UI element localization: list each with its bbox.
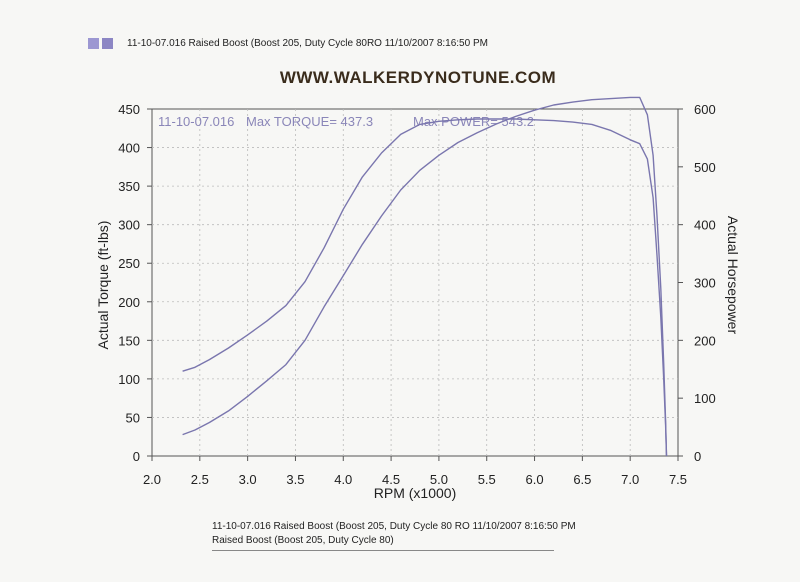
torque-line — [182, 118, 668, 457]
x-tick-label: 6.0 — [526, 472, 544, 487]
y-axis-label: Actual Torque (ft-lbs) — [95, 221, 111, 350]
y2-tick-label: 100 — [694, 391, 716, 406]
x-tick-label: 7.0 — [621, 472, 639, 487]
y-tick-label: 200 — [118, 295, 140, 310]
x-axis-label: RPM (x1000) — [374, 485, 456, 501]
y-tick-label: 150 — [118, 333, 140, 348]
x-tick-label: 4.5 — [382, 472, 400, 487]
x-tick-label: 4.0 — [334, 472, 352, 487]
y-tick-label: 450 — [118, 102, 140, 117]
y2-tick-label: 600 — [694, 102, 716, 117]
footer-run-label: Raised Boost (Boost 205, Duty Cycle 80) — [212, 535, 394, 546]
x-tick-label: 2.5 — [191, 472, 209, 487]
x-tick-label: 5.5 — [478, 472, 496, 487]
y2-tick-label: 300 — [694, 276, 716, 291]
horsepower-line — [182, 96, 668, 457]
footer-rule — [212, 550, 554, 551]
x-tick-label: 2.0 — [143, 472, 161, 487]
x-tick-label: 3.0 — [239, 472, 257, 487]
y2-tick-label: 500 — [694, 160, 716, 175]
max-torque-annotation: Max TORQUE= 437.3 — [246, 114, 373, 129]
y-tick-label: 350 — [118, 179, 140, 194]
y2-tick-label: 400 — [694, 218, 716, 233]
max-power-annotation: Max POWER= 543.2 — [413, 114, 534, 129]
top-legend: 11-10-07.016 Raised Boost (Boost 205, Du… — [88, 38, 488, 49]
x-tick-label: 5.0 — [430, 472, 448, 487]
x-tick-label: 3.5 — [286, 472, 304, 487]
legend-swatch-2 — [102, 38, 113, 49]
site-title: WWW.WALKERDYNOTUNE.COM — [279, 68, 557, 87]
y-tick-label: 0 — [133, 449, 140, 464]
y-tick-label: 300 — [118, 218, 140, 233]
x-tick-label: 7.5 — [669, 472, 687, 487]
legend-swatch-1 — [88, 38, 99, 49]
plot-frame — [151, 108, 679, 457]
y2-tick-label: 200 — [694, 333, 716, 348]
y-tick-label: 250 — [118, 256, 140, 271]
run-id-annotation: 11-10-07.016 — [158, 114, 234, 129]
footer-run-info: 11-10-07.016 Raised Boost (Boost 205, Du… — [212, 521, 576, 532]
x-tick-label: 6.5 — [573, 472, 591, 487]
y2-axis-label: Actual Horsepower — [725, 216, 741, 335]
top-legend-text: 11-10-07.016 Raised Boost (Boost 205, Du… — [127, 38, 488, 49]
y2-tick-label: 0 — [694, 449, 701, 464]
y-tick-label: 50 — [126, 410, 140, 425]
y-tick-label: 400 — [118, 141, 140, 156]
y-tick-label: 100 — [118, 372, 140, 387]
